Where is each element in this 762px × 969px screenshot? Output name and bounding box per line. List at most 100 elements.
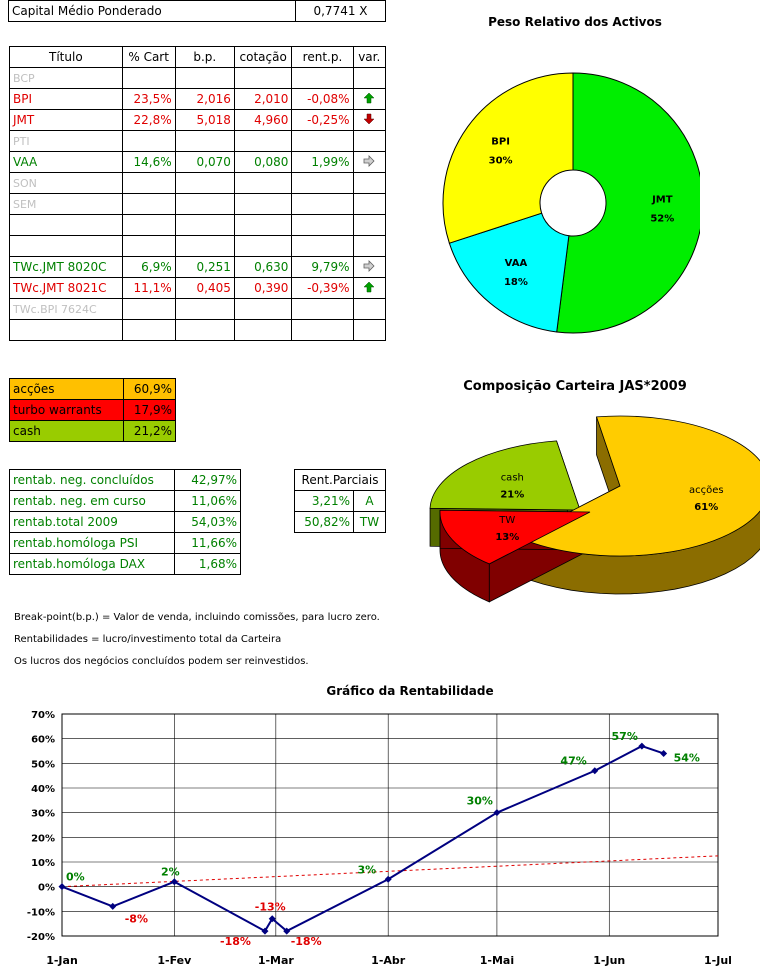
returns-label: rentab.homóloga PSI: [9, 532, 175, 554]
table-row: TWc.JMT 8020C 6,9% 0,251 0,630 9,79%: [9, 256, 387, 278]
row-var-empty: [352, 319, 387, 341]
row-cell: 6,9%: [121, 256, 176, 278]
row-cell: 14,6%: [121, 151, 176, 173]
row-cell: 11,1%: [121, 277, 176, 299]
data-point: [261, 927, 269, 935]
table-row: [9, 235, 387, 257]
row-cell: 22,8%: [121, 109, 176, 131]
data-label: 30%: [467, 795, 493, 808]
row-cell: 23,5%: [121, 88, 176, 110]
capital-label: Capital Médio Ponderado: [8, 0, 296, 22]
row-title: [9, 214, 123, 236]
row-title: SON: [9, 172, 123, 194]
portfolio-header-3: cotação: [233, 46, 293, 68]
row-cell: [174, 193, 235, 215]
data-point: [384, 875, 392, 883]
x-tick-label: 1-Abr: [371, 954, 406, 967]
data-point: [268, 915, 276, 923]
row-var-empty: [352, 235, 387, 257]
table-row: JMT 22,8% 5,018 4,960 -0,25%: [9, 109, 387, 131]
returns-value: 11,66%: [174, 532, 241, 554]
row-title: TWc.BPI 7624C: [9, 298, 123, 320]
data-label: 3%: [358, 863, 377, 876]
donut-label: VAA: [505, 258, 528, 269]
row-title: BCP: [9, 67, 123, 89]
series-line: [61, 744, 664, 933]
donut-value: 30%: [489, 155, 513, 166]
row-cell: 0,630: [233, 256, 293, 278]
donut-slice-vaa: [448, 212, 570, 333]
y-tick-label: 30%: [31, 809, 55, 820]
returns-value: 54,03%: [174, 511, 241, 533]
composition-value: 60,9%: [123, 378, 176, 400]
row-cell: [291, 172, 354, 194]
portfolio-header-5: var.: [352, 46, 387, 68]
row-cell: -0,39%: [291, 277, 354, 299]
returns-label: rentab.homóloga DAX: [9, 553, 175, 575]
table-row: TWc.JMT 8021C 11,1% 0,405 0,390 -0,39%: [9, 277, 387, 299]
table-row: SON: [9, 172, 387, 194]
returns-value: 1,68%: [174, 553, 241, 575]
row-cell: 2,010: [233, 88, 293, 110]
pie3d-label: acções: [689, 485, 724, 496]
row-cell: [291, 67, 354, 89]
x-tick-label: 1-Jan: [46, 954, 78, 967]
row-var-empty: [352, 298, 387, 320]
row-cell: [121, 67, 176, 89]
data-point: [660, 749, 668, 757]
row-cell: [121, 319, 176, 341]
row-var-empty: [352, 130, 387, 152]
data-label: -8%: [125, 912, 148, 925]
returns-table: rentab. neg. concluídos 42,97% rentab. neg…: [9, 469, 241, 575]
partials-tag: TW: [353, 511, 386, 533]
composition-label: turbo warrants: [9, 399, 124, 421]
donut-slice-jmt: [556, 72, 700, 334]
returns-row: rentab. neg. concluídos 42,97%: [9, 469, 241, 491]
table-row: SEM: [9, 193, 387, 215]
y-tick-label: 60%: [31, 735, 55, 746]
x-tick-label: 1-Fev: [157, 954, 192, 967]
row-cell: 4,960: [233, 109, 293, 131]
row-var-empty: [352, 214, 387, 236]
row-title: JMT: [9, 109, 123, 131]
pie3d-slice-cash: [429, 440, 581, 511]
row-title: [9, 235, 123, 257]
composition-label: cash: [9, 420, 124, 442]
row-cell: 0,070: [174, 151, 235, 173]
donut-value: 52%: [650, 214, 674, 225]
data-label: 2%: [161, 866, 180, 879]
data-label: -18%: [291, 935, 322, 948]
y-tick-label: 10%: [31, 858, 55, 869]
returns-row: rentab.homóloga PSI 11,66%: [9, 532, 241, 554]
row-cell: [233, 298, 293, 320]
portfolio-header-1: % Cart: [121, 46, 176, 68]
row-cell: 0,251: [174, 256, 235, 278]
chart-peso-title: Peso Relativo dos Activos: [488, 15, 662, 29]
donut-label: BPI: [491, 136, 510, 147]
pie3d-slice-tw: [439, 509, 591, 565]
returns-row: rentab.total 2009 54,03%: [9, 511, 241, 533]
row-cell: [291, 214, 354, 236]
portfolio-header-4: rent.p.: [291, 46, 354, 68]
partials-tag: A: [353, 490, 386, 512]
data-point: [591, 767, 599, 775]
table-row: VAA 14,6% 0,070 0,080 1,99%: [9, 151, 387, 173]
row-cell: 9,79%: [291, 256, 354, 278]
row-cell: [233, 235, 293, 257]
row-cell: [291, 193, 354, 215]
chart-rentabilidade-title: Gráfico da Rentabilidade: [326, 684, 494, 698]
chart-composicao: cash 21% acções 61% TW 13%: [429, 415, 760, 603]
pie3d-value: 13%: [495, 532, 519, 543]
row-cell: [291, 319, 354, 341]
row-var-empty: [352, 172, 387, 194]
partials-table: Rent.Parciais 3,21% A 50,82% TW: [294, 469, 386, 533]
chart-peso-relativo: JMT 52% VAA 18% BPI 30%: [442, 72, 700, 334]
portfolio-table: Título% Cart b.p. cotação rent.p. var. BCP BP…: [9, 46, 387, 341]
row-cell: [233, 172, 293, 194]
data-point: [58, 883, 66, 891]
row-cell: 2,016: [174, 88, 235, 110]
pie3d-label: TW: [498, 515, 515, 526]
partials-row: 3,21% A: [294, 490, 386, 512]
y-tick-label: -10%: [27, 907, 55, 918]
data-point: [493, 809, 501, 817]
